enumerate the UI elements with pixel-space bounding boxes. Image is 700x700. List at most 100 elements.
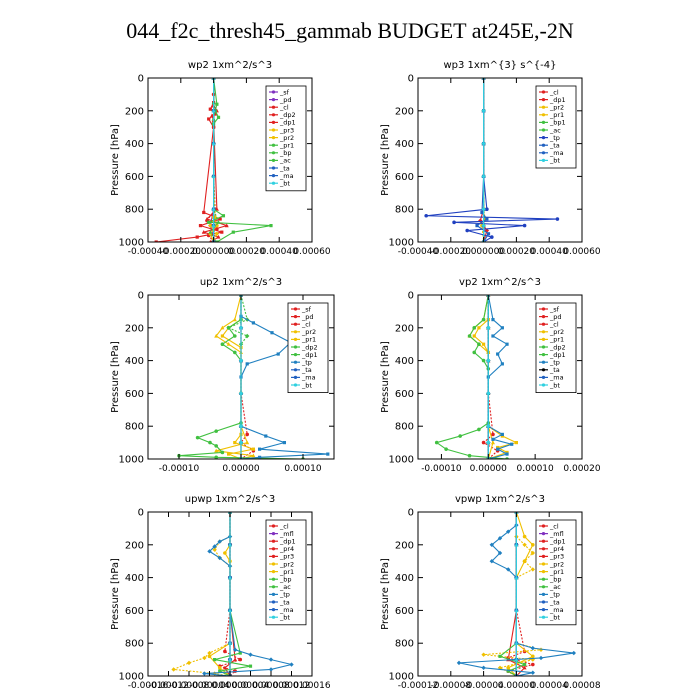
legend-marker — [271, 105, 276, 109]
y-axis-label: Pressure [hPa] — [110, 558, 121, 630]
legend-marker — [271, 600, 276, 604]
y-tick-label: 600 — [395, 606, 414, 617]
series-line — [209, 78, 218, 242]
x-tick-label: 0.00000 — [498, 681, 535, 691]
data-point — [481, 440, 486, 445]
data-point — [481, 108, 486, 113]
data-point — [481, 207, 486, 212]
data-point — [496, 445, 500, 450]
data-point — [154, 240, 158, 242]
data-point — [232, 647, 238, 652]
legend-label: _pr1 — [279, 568, 294, 576]
legend-marker — [541, 337, 546, 341]
legend-marker — [541, 143, 546, 147]
data-point — [201, 229, 206, 234]
data-point — [268, 667, 274, 672]
series-line — [483, 512, 542, 676]
data-point — [209, 239, 212, 242]
plot-frame — [417, 77, 583, 243]
legend-label: _dp2 — [549, 343, 566, 351]
chart-panel-2: wp3 1xm^{3} s^{-4} 0 200 400 600 800 1000 Press… — [380, 60, 601, 257]
legend-label: _bp — [549, 576, 562, 584]
legend-label: _dp2 — [279, 111, 296, 119]
data-point — [195, 435, 200, 440]
legend-label: _mfl — [549, 530, 564, 538]
data-point — [452, 220, 456, 225]
data-point — [522, 534, 527, 539]
x-tick-label: -0.00040 — [128, 247, 169, 257]
data-point — [220, 342, 225, 347]
legend-label: _bt — [279, 614, 290, 622]
data-point — [514, 575, 519, 580]
data-point — [486, 358, 491, 363]
legend-marker — [541, 128, 546, 132]
legend-label: _ta — [301, 366, 312, 374]
y-tick-label: 600 — [125, 389, 144, 400]
data-point — [217, 666, 222, 670]
data-point — [486, 326, 491, 330]
data-point — [207, 117, 211, 121]
data-point — [215, 102, 219, 106]
legend-marker — [541, 592, 546, 597]
data-point — [530, 657, 535, 662]
y-tick-label: 800 — [125, 422, 144, 433]
data-point — [505, 452, 509, 456]
legend-label: _ta — [549, 598, 560, 606]
legend-label: _pr1 — [549, 336, 564, 344]
data-point — [233, 334, 237, 338]
legend-label: _pr1 — [549, 111, 564, 119]
legend-marker — [541, 539, 546, 543]
x-tick-label: -0.00016 — [128, 681, 169, 691]
data-point — [289, 662, 294, 667]
data-point — [251, 453, 256, 458]
x-tick-label: 0.00060 — [293, 247, 330, 257]
y-axis-label: Pressure [hPa] — [380, 341, 391, 413]
x-tick-label: 0.00004 — [232, 681, 269, 691]
data-point — [531, 662, 535, 667]
data-point — [486, 424, 491, 429]
data-point — [497, 665, 503, 670]
legend-label: _bp — [279, 149, 292, 157]
x-tick-label: -0.00008 — [431, 681, 472, 691]
data-point — [472, 350, 477, 355]
legend-marker — [541, 554, 546, 559]
plot-area — [171, 512, 294, 676]
legend-marker — [541, 570, 546, 574]
data-point — [538, 655, 544, 661]
legend-label: _bt — [279, 180, 290, 188]
legend-marker — [541, 353, 546, 357]
legend-label: _bt — [301, 381, 312, 389]
plot-area — [154, 78, 273, 242]
legend-marker — [541, 562, 546, 566]
x-tick-label: 0.00020 — [498, 247, 535, 257]
plot-area — [434, 295, 519, 459]
legend-label: _pd — [549, 313, 562, 321]
data-point — [212, 671, 217, 676]
data-point — [472, 334, 476, 338]
legend-marker — [271, 113, 276, 117]
legend-label: _pr2 — [279, 134, 294, 142]
series-line — [214, 512, 251, 676]
legend-label: _cl — [549, 321, 559, 329]
legend-label: _ma — [301, 374, 316, 382]
legend-marker — [293, 383, 298, 387]
legend-marker — [271, 592, 276, 597]
legend-marker — [271, 128, 276, 132]
data-point — [490, 440, 495, 445]
y-tick-label: 200 — [395, 106, 414, 117]
data-point — [481, 358, 486, 363]
panel-title: wp2 1xm^2/s^3 — [188, 60, 272, 71]
data-point — [480, 210, 484, 215]
data-point — [472, 326, 477, 330]
y-tick-label: 1000 — [389, 455, 414, 466]
legend-label: _ta — [279, 598, 290, 606]
data-point — [500, 432, 504, 436]
data-point — [214, 448, 219, 453]
data-point — [500, 362, 504, 366]
data-point — [213, 658, 217, 662]
legend-marker — [293, 375, 298, 379]
legend-marker — [541, 120, 546, 124]
legend-marker — [541, 345, 546, 349]
legend-marker — [541, 322, 546, 326]
data-point — [211, 108, 216, 113]
